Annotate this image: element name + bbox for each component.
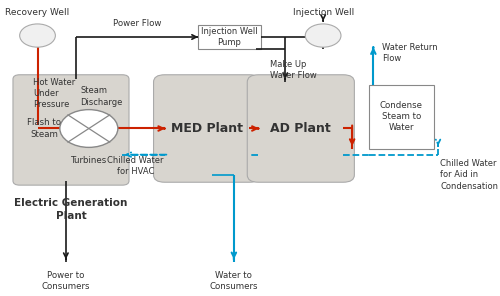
Circle shape xyxy=(60,110,118,147)
Text: Recovery Well: Recovery Well xyxy=(6,8,70,17)
Text: Power Flow: Power Flow xyxy=(113,19,162,28)
Text: Power to
Consumers: Power to Consumers xyxy=(42,271,90,291)
Bar xyxy=(369,85,434,149)
Text: Steam
Discharge: Steam Discharge xyxy=(80,86,123,107)
Circle shape xyxy=(20,24,56,47)
Text: MED Plant: MED Plant xyxy=(171,122,243,135)
Text: Water to
Consumers: Water to Consumers xyxy=(210,271,258,291)
Bar xyxy=(198,25,260,49)
Text: AD Plant: AD Plant xyxy=(270,122,331,135)
Text: Turbines: Turbines xyxy=(70,155,107,165)
FancyBboxPatch shape xyxy=(154,75,260,182)
Text: Flash to
Steam: Flash to Steam xyxy=(27,118,61,139)
Text: Water Return
Flow: Water Return Flow xyxy=(382,43,438,63)
Text: Make Up
Water Flow: Make Up Water Flow xyxy=(270,60,316,81)
Text: Chilled Water
for Aid in
Condensation: Chilled Water for Aid in Condensation xyxy=(440,159,498,191)
FancyBboxPatch shape xyxy=(13,75,129,185)
Circle shape xyxy=(306,24,341,47)
Text: Chilled Water
for HVAC: Chilled Water for HVAC xyxy=(108,156,164,176)
Text: Injection Well
Pump: Injection Well Pump xyxy=(201,27,258,47)
FancyBboxPatch shape xyxy=(248,75,354,182)
Text: Hot Water
Under
Pressure: Hot Water Under Pressure xyxy=(33,78,76,109)
Text: Condense
Steam to
Water: Condense Steam to Water xyxy=(380,101,422,133)
Text: Injection Well: Injection Well xyxy=(292,8,354,17)
Text: Electric Generation
Plant: Electric Generation Plant xyxy=(14,198,128,221)
